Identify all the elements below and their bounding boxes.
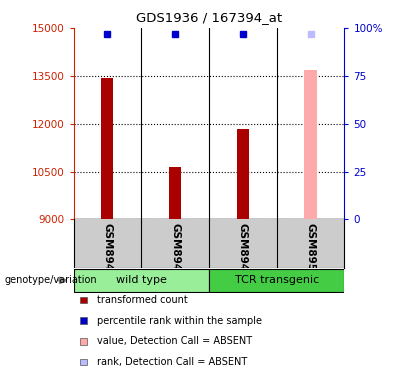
- Text: GSM89499: GSM89499: [238, 223, 248, 286]
- Bar: [237, 129, 249, 219]
- Text: percentile rank within the sample: percentile rank within the sample: [97, 316, 262, 326]
- Text: GSM89500: GSM89500: [305, 223, 315, 286]
- Bar: [304, 70, 317, 219]
- Bar: [169, 167, 181, 219]
- FancyBboxPatch shape: [74, 268, 209, 292]
- Text: TCR transgenic: TCR transgenic: [234, 275, 319, 285]
- Text: GSM89498: GSM89498: [170, 223, 180, 286]
- Text: wild type: wild type: [116, 275, 167, 285]
- Title: GDS1936 / 167394_at: GDS1936 / 167394_at: [136, 11, 282, 24]
- Text: value, Detection Call = ABSENT: value, Detection Call = ABSENT: [97, 336, 252, 346]
- Text: GSM89497: GSM89497: [102, 223, 113, 286]
- FancyBboxPatch shape: [209, 268, 344, 292]
- Text: transformed count: transformed count: [97, 295, 187, 305]
- Bar: [101, 78, 113, 219]
- Text: genotype/variation: genotype/variation: [4, 275, 97, 285]
- Text: rank, Detection Call = ABSENT: rank, Detection Call = ABSENT: [97, 357, 247, 367]
